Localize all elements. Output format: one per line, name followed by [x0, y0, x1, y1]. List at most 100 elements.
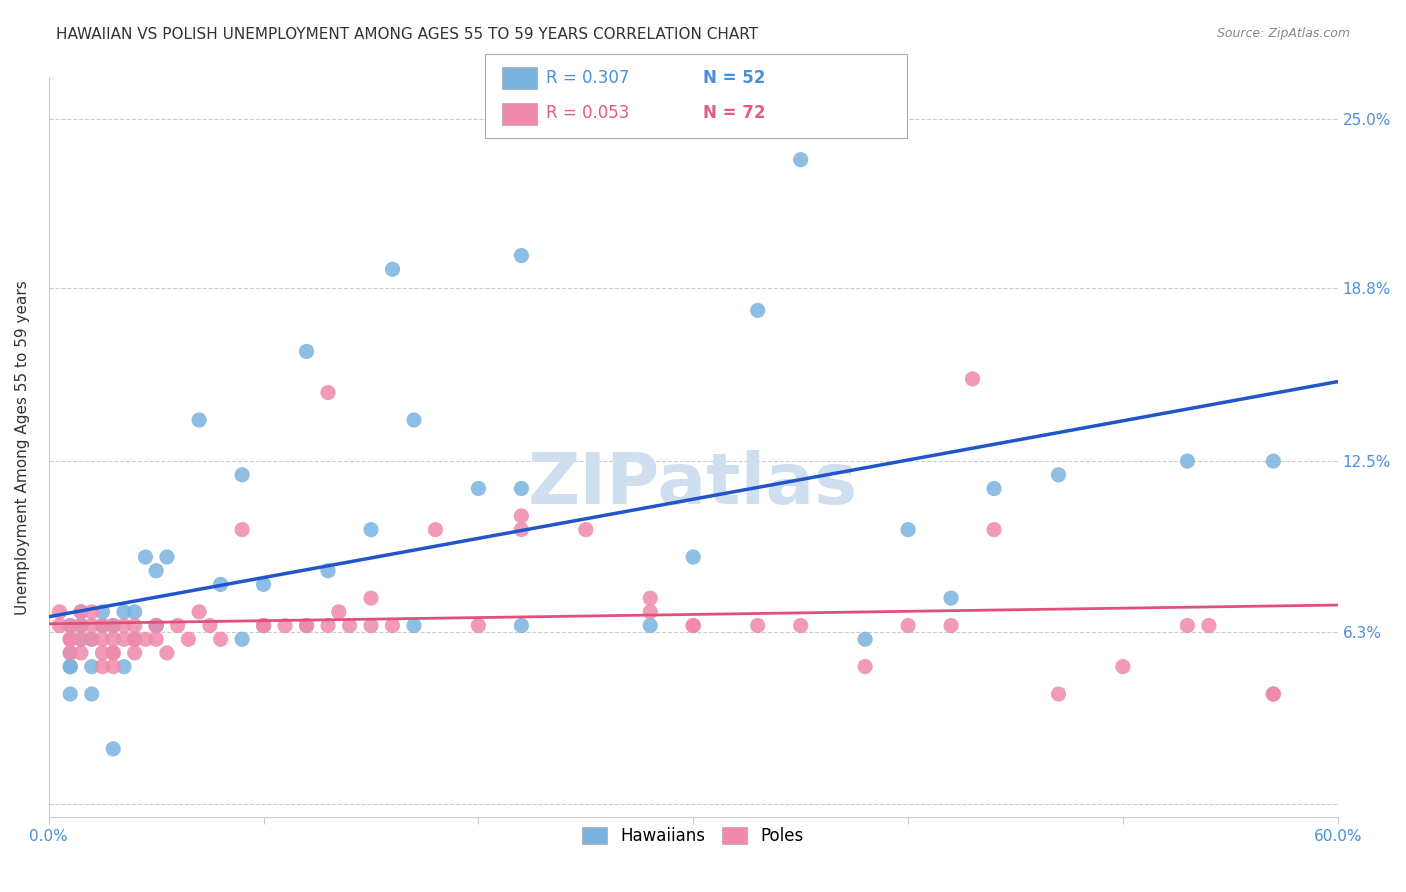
Hawaiians: [983, 482, 1005, 496]
Poles: [747, 618, 769, 632]
Hawaiians: [231, 467, 253, 482]
Text: N = 72: N = 72: [703, 104, 765, 122]
Poles: [70, 632, 93, 647]
Hawaiians: [80, 687, 103, 701]
Hawaiians: [252, 618, 274, 632]
Hawaiians: [381, 262, 404, 277]
Hawaiians: [789, 153, 811, 167]
Poles: [640, 591, 662, 606]
Poles: [177, 632, 200, 647]
Hawaiians: [91, 605, 114, 619]
Poles: [70, 646, 93, 660]
Poles: [252, 618, 274, 632]
Poles: [80, 632, 103, 647]
Poles: [1177, 618, 1199, 632]
Poles: [962, 372, 984, 386]
Poles: [467, 618, 489, 632]
Hawaiians: [103, 618, 125, 632]
Poles: [360, 618, 382, 632]
Hawaiians: [59, 646, 82, 660]
Hawaiians: [70, 618, 93, 632]
Poles: [198, 618, 221, 632]
Hawaiians: [112, 605, 135, 619]
Hawaiians: [402, 413, 425, 427]
Text: HAWAIIAN VS POLISH UNEMPLOYMENT AMONG AGES 55 TO 59 YEARS CORRELATION CHART: HAWAIIAN VS POLISH UNEMPLOYMENT AMONG AG…: [56, 27, 758, 42]
Poles: [91, 659, 114, 673]
Poles: [1198, 618, 1220, 632]
Hawaiians: [209, 577, 232, 591]
Poles: [103, 659, 125, 673]
Poles: [124, 632, 146, 647]
Hawaiians: [1263, 454, 1285, 468]
Hawaiians: [316, 564, 339, 578]
Hawaiians: [124, 605, 146, 619]
Poles: [575, 523, 598, 537]
Text: ZIPatlas: ZIPatlas: [529, 450, 858, 519]
Hawaiians: [640, 618, 662, 632]
Text: R = 0.307: R = 0.307: [546, 69, 628, 87]
Poles: [59, 632, 82, 647]
Hawaiians: [59, 618, 82, 632]
Hawaiians: [103, 742, 125, 756]
Poles: [103, 618, 125, 632]
Poles: [103, 646, 125, 660]
Poles: [316, 618, 339, 632]
Poles: [59, 632, 82, 647]
Hawaiians: [124, 632, 146, 647]
Poles: [316, 385, 339, 400]
Poles: [156, 646, 179, 660]
Poles: [91, 646, 114, 660]
Poles: [80, 618, 103, 632]
Poles: [339, 618, 361, 632]
Hawaiians: [145, 618, 167, 632]
Poles: [381, 618, 404, 632]
Poles: [295, 618, 318, 632]
Hawaiians: [510, 618, 533, 632]
Poles: [209, 632, 232, 647]
Y-axis label: Unemployment Among Ages 55 to 59 years: Unemployment Among Ages 55 to 59 years: [15, 280, 30, 615]
Hawaiians: [402, 618, 425, 632]
Poles: [682, 618, 704, 632]
Poles: [510, 508, 533, 523]
Hawaiians: [59, 659, 82, 673]
Poles: [48, 618, 70, 632]
Poles: [274, 618, 297, 632]
Poles: [134, 632, 156, 647]
Poles: [124, 632, 146, 647]
Hawaiians: [939, 591, 962, 606]
Hawaiians: [91, 618, 114, 632]
Hawaiians: [134, 549, 156, 564]
Poles: [939, 618, 962, 632]
Hawaiians: [188, 413, 211, 427]
Poles: [360, 591, 382, 606]
Poles: [1112, 659, 1135, 673]
Hawaiians: [510, 249, 533, 263]
Poles: [897, 618, 920, 632]
Poles: [640, 605, 662, 619]
Poles: [328, 605, 350, 619]
Text: Source: ZipAtlas.com: Source: ZipAtlas.com: [1216, 27, 1350, 40]
Hawaiians: [252, 577, 274, 591]
Hawaiians: [897, 523, 920, 537]
Hawaiians: [145, 618, 167, 632]
Hawaiians: [59, 632, 82, 647]
Poles: [70, 605, 93, 619]
Poles: [188, 605, 211, 619]
Hawaiians: [231, 632, 253, 647]
Hawaiians: [70, 632, 93, 647]
Hawaiians: [80, 659, 103, 673]
Poles: [103, 646, 125, 660]
Poles: [1263, 687, 1285, 701]
Poles: [80, 605, 103, 619]
Poles: [145, 632, 167, 647]
Hawaiians: [145, 564, 167, 578]
Text: N = 52: N = 52: [703, 69, 765, 87]
Poles: [295, 618, 318, 632]
Hawaiians: [80, 632, 103, 647]
Poles: [70, 618, 93, 632]
Hawaiians: [1047, 467, 1070, 482]
Hawaiians: [112, 659, 135, 673]
Poles: [112, 632, 135, 647]
Poles: [789, 618, 811, 632]
Poles: [510, 523, 533, 537]
